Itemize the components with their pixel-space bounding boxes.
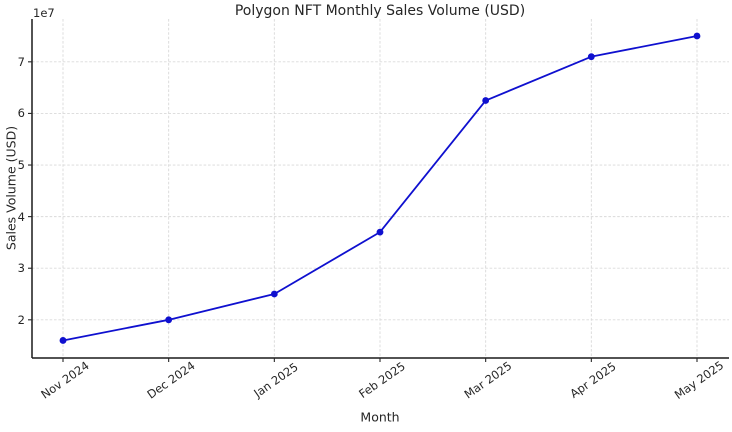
y-tick-label: 7	[17, 54, 25, 69]
y-tick-label: 6	[17, 106, 25, 121]
y-tick-label: 5	[17, 158, 25, 173]
y-axis-label: Sales Volume (USD)	[3, 125, 19, 251]
y-axis-offset-label: 1e7	[33, 6, 55, 20]
y-tick-label: 3	[17, 261, 25, 276]
y-tick-label: 2	[17, 312, 25, 327]
y-tick-label: 4	[17, 209, 25, 224]
x-axis-label: Month	[360, 409, 400, 425]
chart-title: Polygon NFT Monthly Sales Volume (USD)	[234, 3, 526, 19]
